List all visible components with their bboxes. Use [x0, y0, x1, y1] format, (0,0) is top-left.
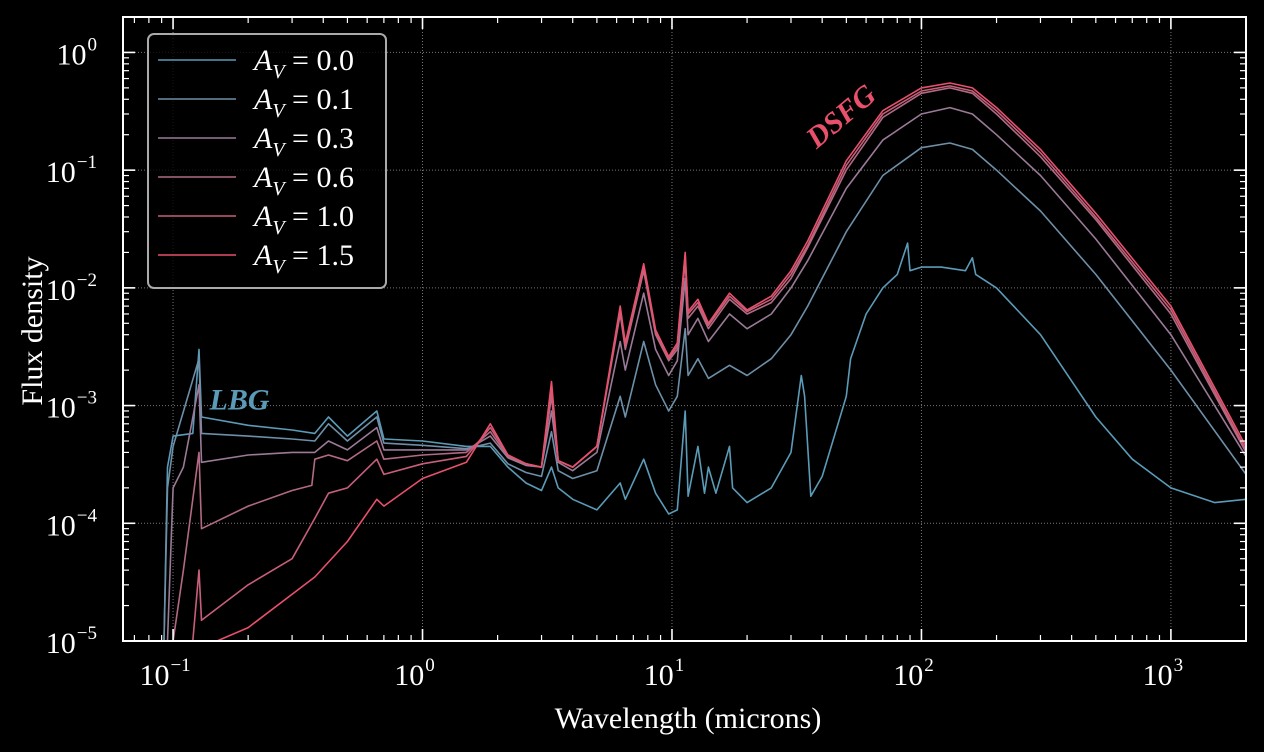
- legend-value: = 0.0: [285, 44, 354, 77]
- legend-value: = 0.1: [285, 83, 354, 116]
- x-tick-exponent: −1: [170, 655, 190, 676]
- legend-var: A: [252, 200, 273, 233]
- axis-ticks: [123, 17, 1246, 642]
- lbg-annotation: LBG: [209, 384, 270, 417]
- legend-label: AV = 1.0: [252, 200, 354, 239]
- legend-var: A: [252, 122, 273, 155]
- series-line-2: [166, 106, 1246, 641]
- series-line-0: [163, 242, 1246, 641]
- y-tick-exponent: −3: [77, 388, 97, 409]
- series-layer: [163, 82, 1246, 641]
- x-tick-exponent: 1: [675, 655, 685, 676]
- y-tick-exponent: −1: [77, 152, 97, 173]
- legend: AV = 0.0AV = 0.1AV = 0.3AV = 0.6AV = 1.0…: [147, 33, 387, 289]
- legend-var: A: [252, 239, 273, 272]
- legend-entries: AV = 0.0AV = 0.1AV = 0.3AV = 0.6AV = 1.0…: [158, 44, 354, 278]
- series-line-5: [216, 82, 1246, 641]
- legend-subscript: V: [272, 256, 287, 278]
- y-tick-label: 10−4: [46, 505, 98, 542]
- legend-label: AV = 1.5: [252, 239, 354, 278]
- grid-lines: [123, 17, 1246, 641]
- legend-value: = 1.5: [285, 239, 354, 272]
- legend-box: [147, 33, 387, 289]
- legend-label: AV = 0.1: [252, 83, 354, 122]
- y-tick-label: 10−1: [46, 152, 97, 189]
- legend-var: A: [252, 44, 273, 77]
- y-axis-label: Flux density: [16, 256, 49, 405]
- x-tick-exponent: 3: [1174, 655, 1184, 676]
- legend-var: A: [252, 161, 273, 194]
- legend-subscript: V: [272, 139, 287, 161]
- legend-var: A: [252, 83, 273, 116]
- legend-subscript: V: [272, 100, 287, 122]
- legend-value: = 1.0: [285, 200, 354, 233]
- legend-subscript: V: [272, 217, 287, 239]
- x-axis-label: Wavelength (microns): [555, 702, 822, 735]
- series-line-1: [163, 142, 1246, 641]
- plot-frame: [122, 16, 1247, 642]
- x-tick-exponent: 0: [425, 655, 435, 676]
- y-tick-exponent: −2: [77, 270, 97, 291]
- legend-subscript: V: [272, 61, 287, 83]
- series-line-3: [172, 87, 1246, 641]
- legend-label: AV = 0.0: [252, 44, 354, 83]
- y-tick-exponent: −4: [77, 505, 98, 526]
- legend-value: = 0.3: [285, 122, 354, 155]
- y-tick-label: 10−2: [46, 270, 97, 307]
- y-tick-exponent: 0: [88, 34, 98, 55]
- legend-label: AV = 0.6: [252, 161, 354, 200]
- x-tick-exponent: 2: [924, 655, 934, 676]
- legend-value: = 0.6: [285, 161, 354, 194]
- legend-label: AV = 0.3: [252, 122, 354, 161]
- legend-subscript: V: [272, 178, 287, 200]
- y-tick-exponent: −5: [77, 623, 97, 644]
